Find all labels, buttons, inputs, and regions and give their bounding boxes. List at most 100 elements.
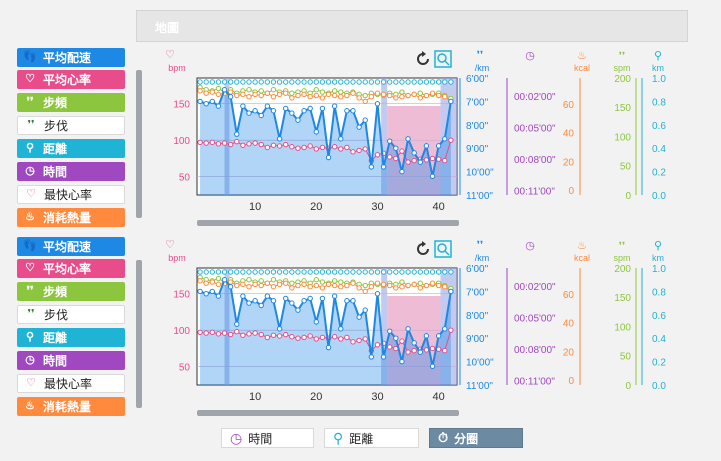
kcal-unit: kcal [574, 253, 590, 263]
horizontal-scrollbar-bottom[interactable] [197, 410, 459, 416]
reset-icon[interactable] [414, 240, 432, 258]
distance-point [435, 269, 442, 275]
pace-point [246, 300, 252, 306]
distance-point [405, 79, 411, 85]
pace-point [270, 108, 277, 114]
pace-point [448, 98, 454, 105]
sidebar-item-time[interactable]: ◷ 時間 [17, 162, 125, 181]
cadence-point [246, 87, 252, 93]
sidebar-item-avg-hr[interactable]: ♡ 平均心率 [17, 70, 125, 89]
distance-axis-button[interactable]: ⚲ 距離 [324, 428, 419, 448]
cadence-point [399, 279, 405, 285]
sidebar-item-distance[interactable]: ⚲ 距離 [17, 328, 125, 347]
heart-rate-point [203, 140, 209, 146]
pace-point [380, 164, 387, 170]
distance-point [283, 79, 289, 85]
distance-point [356, 269, 362, 275]
pace-point [362, 307, 368, 313]
zoom-icon[interactable] [434, 50, 452, 68]
map-header[interactable]: 地圖 [136, 10, 688, 42]
heart-rate-point [295, 145, 301, 151]
pace-point [387, 328, 393, 334]
calories-point [442, 94, 448, 100]
sidebar-item-time[interactable]: ◷ 時間 [17, 351, 125, 370]
distance-point [246, 269, 252, 275]
sidebar-item-calories[interactable]: ♨ 消耗熱量 [17, 397, 125, 416]
distance-point [338, 79, 344, 85]
pace-point [344, 108, 350, 114]
heart-rate-point [429, 345, 436, 352]
heart-rate-point [331, 334, 338, 340]
distance-point [387, 269, 393, 275]
reset-icon[interactable] [414, 50, 432, 68]
pace-point [203, 101, 209, 107]
vertical-scrollbar-bottom[interactable] [136, 260, 142, 408]
calories-point [313, 282, 319, 289]
calories-point [374, 90, 381, 96]
calories-point [270, 284, 277, 290]
cadence-point [319, 279, 326, 285]
horizontal-scrollbar-top[interactable] [197, 220, 459, 226]
calories-point [209, 279, 215, 285]
sidebar-item-label: 距離 [43, 331, 68, 345]
sidebar-item-avg-hr[interactable]: ♡ 平均心率 [17, 259, 125, 278]
heart-rate-point [283, 141, 289, 148]
heart-rate-point [264, 334, 271, 341]
sidebar-item-cadence[interactable]: ❜❜ 步頻 [17, 93, 125, 112]
distance-point [215, 79, 222, 85]
sidebar-item-distance[interactable]: ⚲ 距離 [17, 139, 125, 158]
spm-tick-label: 150 [614, 103, 631, 114]
sidebar-item-calories[interactable]: ♨ 消耗熱量 [17, 208, 125, 227]
sidebar-item-label: 步伐 [44, 119, 69, 133]
calories-point [362, 288, 368, 295]
zoom-icon[interactable] [434, 240, 452, 258]
footsteps-icon: ❜❜ [26, 96, 34, 108]
kcal-tick-label: 40 [563, 129, 575, 140]
heart-rate-point [252, 330, 258, 336]
heart-rate-point [387, 154, 393, 160]
distance-point [374, 79, 381, 85]
cadence-point [215, 85, 222, 92]
distance-point [417, 79, 423, 85]
chart-top[interactable]: ♡ bpm 150 100 50 10 20 30 40 ❜❜ /km6'00" 7'00" 8'00"… [150, 45, 700, 225]
heart-rate-point [411, 157, 417, 164]
time-axis-button[interactable]: ◷ 時間 [221, 428, 314, 448]
sidebar-item-max-hr[interactable]: ♡ 最快心率 [17, 185, 125, 204]
chart-bottom[interactable]: ♡ bpm 150 100 50 10 20 30 40 ❜❜ /km6'00" 7'00" 8'00"… [150, 235, 700, 415]
laps-button[interactable]: ⏱ 分圈 [429, 428, 523, 448]
sidebar-item-stride[interactable]: ❜❜ 步伐 [17, 305, 125, 324]
pace-point [442, 136, 448, 142]
pace-point [289, 300, 295, 306]
heart-rate-point [234, 328, 240, 335]
time-tick-label: 00:05'00" [514, 314, 556, 325]
kcal-tick-label: 40 [563, 319, 575, 330]
sidebar-item-max-hr[interactable]: ♡ 最快心率 [17, 374, 125, 393]
pace-point [283, 105, 289, 112]
heart-rate-point [301, 144, 307, 151]
pace-point [227, 94, 234, 100]
sidebar-item-avg-pace[interactable]: 👣 平均配速 [17, 48, 125, 67]
distance-axis-label: 距離 [349, 431, 374, 446]
laps-label: 分圈 [454, 431, 479, 446]
calories-point [283, 280, 289, 286]
pace-tick-label: 8'00" [466, 311, 489, 322]
sidebar-item-label: 步頻 [43, 96, 68, 110]
spm-tick-label: 100 [614, 322, 631, 333]
sidebar-item-avg-pace[interactable]: 👣 平均配速 [17, 237, 125, 256]
distance-point [429, 269, 436, 275]
heart-rate-point [405, 159, 411, 165]
pace-point [411, 150, 417, 156]
heart-rate-point [234, 138, 240, 145]
distance-point [270, 79, 277, 85]
distance-point [197, 269, 203, 275]
calories-point [258, 92, 264, 99]
calories-point [356, 95, 362, 101]
pace-point [325, 154, 332, 161]
sidebar-item-stride[interactable]: ❜❜ 步伐 [17, 116, 125, 135]
distance-point [387, 79, 393, 85]
sidebar-item-label: 消耗熱量 [43, 400, 92, 414]
calories-point [258, 282, 264, 289]
vertical-scrollbar-top[interactable] [136, 70, 142, 218]
calories-point [215, 91, 222, 98]
sidebar-item-cadence[interactable]: ❜❜ 步頻 [17, 282, 125, 301]
